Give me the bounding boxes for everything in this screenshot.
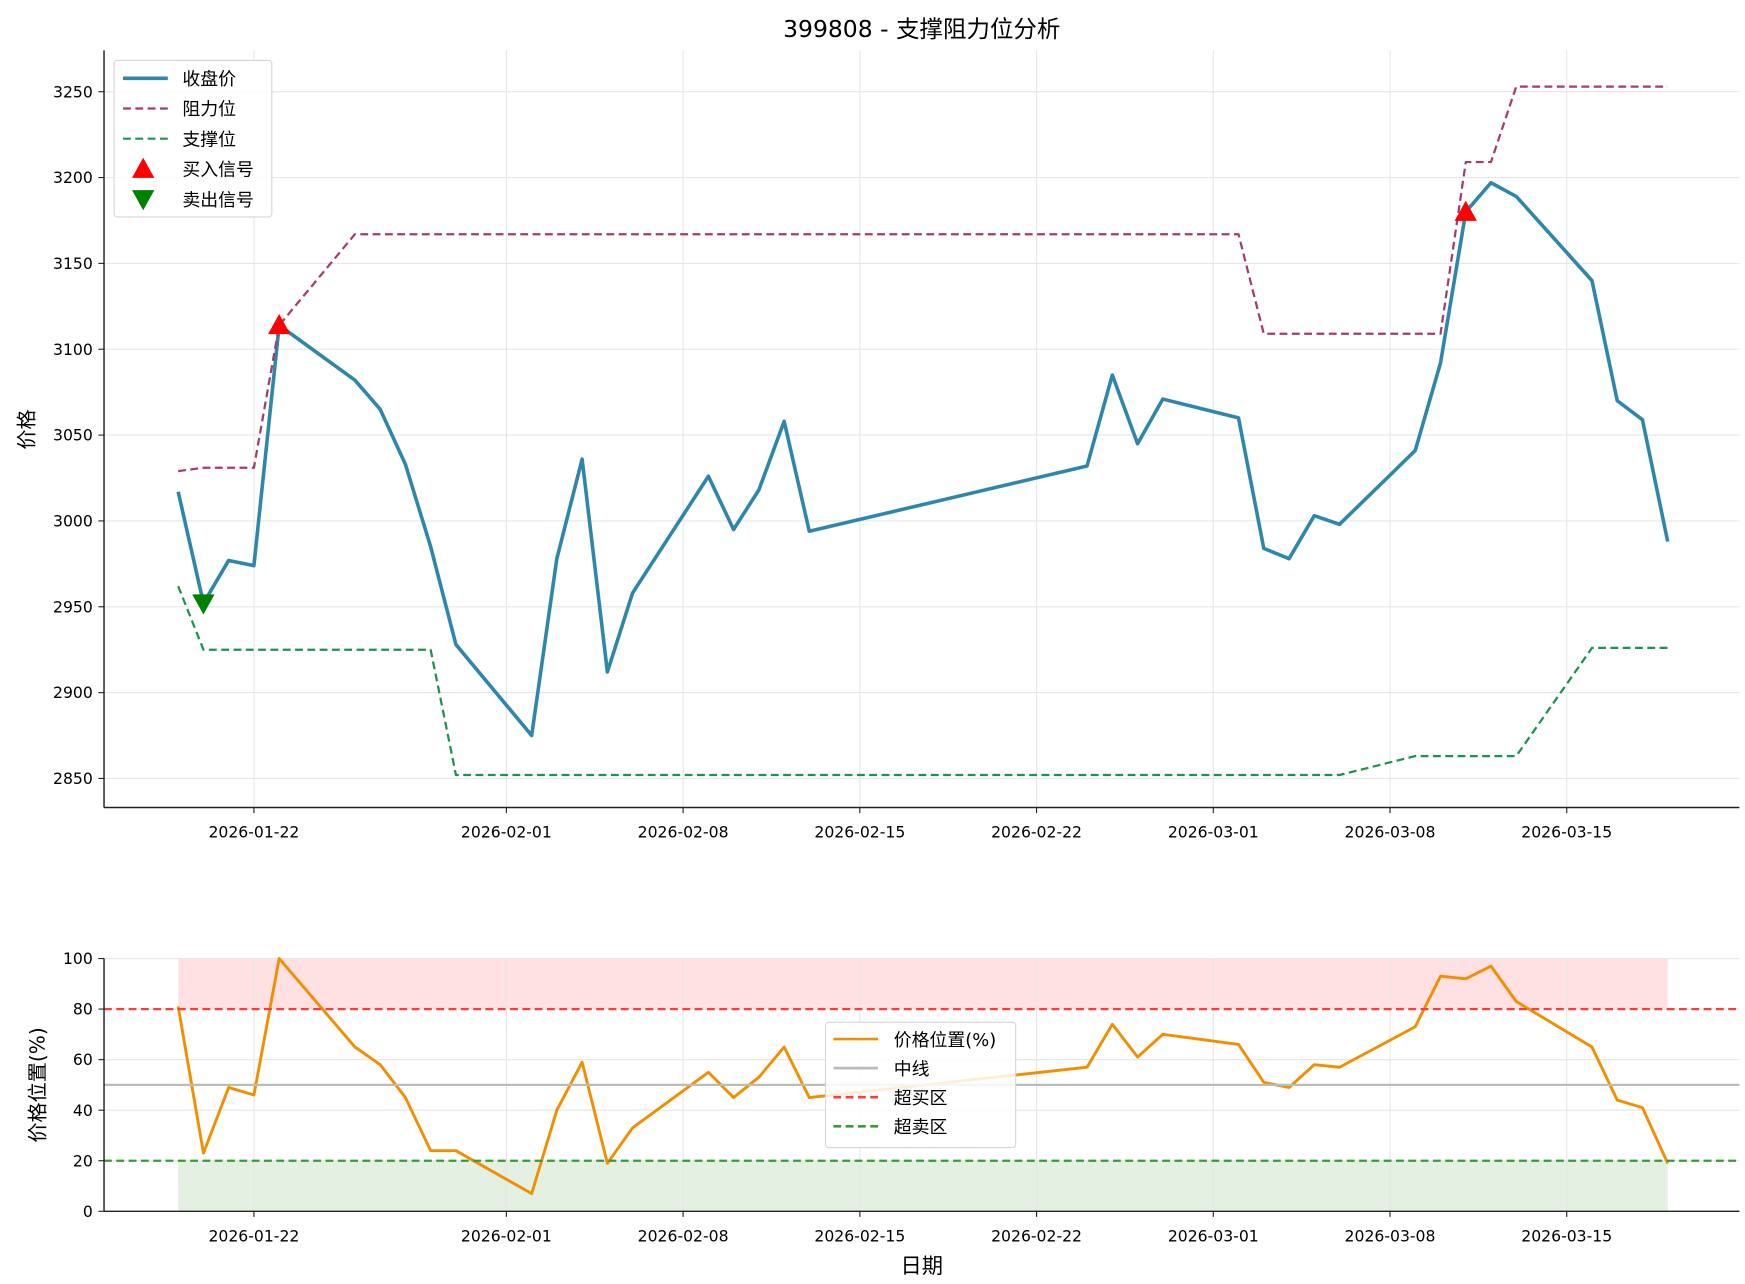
- legend-label: 价格位置(%): [894, 1030, 996, 1051]
- legend-label: 阻力位: [182, 99, 236, 120]
- legend-label: 超买区: [894, 1088, 948, 1109]
- buy-signal-icon: [267, 314, 291, 335]
- legend-label: 中线: [894, 1059, 930, 1080]
- x-tick-label: 2026-03-15: [1521, 823, 1612, 842]
- y-tick-label: 2900: [53, 683, 93, 702]
- position-panel: 0 20 40 60 80 100 2026-01-22 2026-02-01 2026-02-…: [26, 949, 1740, 1279]
- top-series: [176, 85, 1670, 777]
- oversold-zone: [178, 1160, 1668, 1212]
- x-tick-label: 2026-03-01: [1168, 823, 1259, 842]
- bottom-x-axis-label: 日期: [900, 1254, 943, 1279]
- y-tick-label: 0: [83, 1202, 93, 1221]
- legend-label: 超卖区: [894, 1117, 948, 1138]
- x-tick-label: 2026-03-08: [1345, 823, 1436, 842]
- y-tick-label: 20: [73, 1151, 93, 1170]
- x-tick-label: 2026-02-08: [638, 1226, 729, 1245]
- x-tick-label: 2026-03-08: [1345, 1226, 1436, 1245]
- x-tick-label: 2026-01-22: [208, 1226, 299, 1245]
- x-tick-label: 2026-02-15: [814, 823, 905, 842]
- x-tick-label: 2026-02-22: [991, 1226, 1082, 1245]
- y-tick-label: 3000: [53, 512, 93, 531]
- x-tick-label: 2026-02-15: [814, 1226, 905, 1245]
- chart-title: 399808 - 支撑阻力位分析: [783, 15, 1060, 43]
- top-axes: 2850 2900 2950 3000 3050 3100 3150 3200 3250 2026…: [53, 50, 1740, 842]
- top-gridlines: [104, 50, 1740, 808]
- bottom-axes: 0 20 40 60 80 100 2026-01-22 2026-02-01 2026-02-…: [63, 949, 1740, 1245]
- x-tick-label: 2026-02-01: [461, 823, 552, 842]
- price-position-line: [176, 957, 1670, 1196]
- y-tick-label: 40: [73, 1101, 93, 1120]
- zone-fills: [178, 958, 1668, 1212]
- sell-signal-icon: [131, 190, 155, 211]
- legend-label: 支撑位: [182, 129, 236, 150]
- y-tick-label: 3250: [53, 82, 93, 101]
- overbought-zone: [178, 958, 1668, 1010]
- sell-signal-icon: [192, 594, 215, 615]
- x-tick-label: 2026-02-22: [991, 823, 1082, 842]
- y-tick-label: 3100: [53, 340, 93, 359]
- buy-signal-icon: [131, 157, 155, 178]
- x-tick-label: 2026-01-22: [208, 823, 299, 842]
- x-tick-label: 2026-03-15: [1521, 1226, 1612, 1245]
- legend-label: 卖出信号: [182, 190, 254, 211]
- bottom-y-axis-label: 价格位置(%): [26, 1027, 50, 1142]
- legend-label: 买入信号: [182, 160, 254, 181]
- top-y-axis-label: 价格: [15, 409, 39, 449]
- x-tick-label: 2026-02-08: [638, 823, 729, 842]
- y-tick-label: 80: [73, 1000, 93, 1019]
- y-tick-label: 60: [73, 1050, 93, 1069]
- y-tick-label: 100: [63, 949, 93, 968]
- y-tick-label: 3200: [53, 168, 93, 187]
- price-panel: 2850 2900 2950 3000 3050 3100 3150 3200 3250 2026…: [15, 50, 1740, 842]
- resistance-line: [178, 85, 1668, 473]
- legend-label: 收盘价: [182, 69, 236, 90]
- y-tick-label: 3050: [53, 426, 93, 445]
- x-tick-label: 2026-03-01: [1168, 1226, 1259, 1245]
- x-tick-label: 2026-02-01: [461, 1226, 552, 1245]
- support-line: [177, 585, 1668, 777]
- y-tick-label: 2950: [53, 597, 93, 616]
- y-tick-label: 3150: [53, 254, 93, 273]
- y-tick-label: 2850: [53, 769, 93, 788]
- buy-signal-icon: [1454, 200, 1477, 221]
- close-price-line: [176, 180, 1670, 738]
- legend-box: [824, 1021, 1017, 1149]
